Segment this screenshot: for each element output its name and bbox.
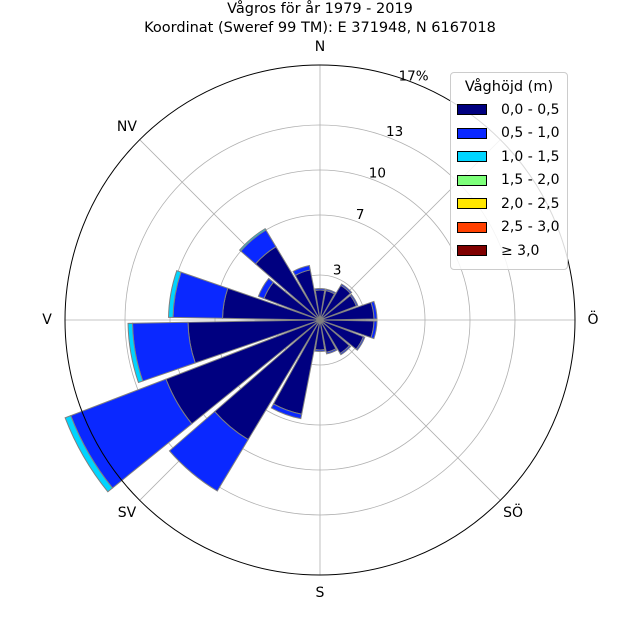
polar-frame xyxy=(64,64,576,576)
rose-bar-segment xyxy=(270,403,303,420)
rose-bar-segment xyxy=(355,336,366,351)
legend-label: ≥ 3,0 xyxy=(501,242,540,259)
direction-label: N xyxy=(315,39,325,55)
chart-subtitle: Koordinat (Sweref 99 TM): E 371948, N 61… xyxy=(144,20,496,36)
rose-bar-segment xyxy=(168,270,182,318)
rose-bar-segment xyxy=(325,348,338,355)
rose-bar-segment xyxy=(370,300,378,320)
rose-bar-segment xyxy=(325,288,336,295)
direction-label: S xyxy=(316,585,325,601)
rose-bar-segment xyxy=(70,378,193,489)
legend-title: Våghöjd (m) xyxy=(464,79,554,95)
legend-item: 1,5 - 2,0 xyxy=(451,169,567,193)
legend-item: ≥ 3,0 xyxy=(451,239,567,263)
legend-item: 2,0 - 2,5 xyxy=(451,192,567,216)
legend-item: 0,0 - 0,5 xyxy=(451,98,567,122)
direction-label: SV xyxy=(118,505,137,521)
legend-label: 0,5 - 1,0 xyxy=(501,125,560,142)
legend-swatch xyxy=(457,104,487,116)
grid-spoke xyxy=(319,319,501,501)
legend-label: 0,0 - 0,5 xyxy=(501,101,560,118)
rose-bar-segment xyxy=(292,264,311,277)
legend: Våghöjd (m) 0,0 - 0,5 0,5 - 1,0 1,0 - 1,5 1… xyxy=(450,72,568,270)
rose-bar-segment xyxy=(172,271,229,319)
direction-label: V xyxy=(42,312,52,328)
rose-bar-segment xyxy=(238,228,267,252)
radial-tick-label: 13 xyxy=(386,124,403,140)
rose-bar-segment xyxy=(349,293,359,307)
rose-bar-segment xyxy=(257,277,275,300)
radial-tick-label: 17% xyxy=(399,68,429,84)
legend-items: 0,0 - 0,5 0,5 - 1,0 1,0 - 1,5 1,5 - 2,0 2,0 … xyxy=(451,98,567,263)
legend-item: 2,5 - 3,0 xyxy=(451,216,567,240)
radial-tick-label: 7 xyxy=(356,207,365,223)
rose-bar-segment xyxy=(64,415,114,493)
rose-bar-segment xyxy=(370,320,378,340)
rose-bar-segment xyxy=(168,410,249,492)
legend-swatch xyxy=(457,221,487,233)
direction-label: SÖ xyxy=(503,503,523,521)
rose-bar-segment xyxy=(339,344,352,356)
legend-item: 0,5 - 1,0 xyxy=(451,122,567,146)
legend-swatch xyxy=(457,198,487,210)
legend-label: 1,0 - 1,5 xyxy=(501,148,560,165)
rose-bar-segment xyxy=(127,322,144,384)
direction-label: NV xyxy=(117,119,137,135)
direction-label: Ö xyxy=(587,310,598,328)
wave-rose-bars xyxy=(64,228,378,493)
radial-tick-label: 10 xyxy=(369,165,386,181)
direction-labels: N NV V SV S SÖ Ö xyxy=(42,39,598,601)
chart-title: Vågros för år 1979 - 2019 xyxy=(227,1,413,17)
radial-labels: 3 7 10 13 17% xyxy=(333,68,429,278)
rose-bar-segment xyxy=(314,349,326,352)
legend-swatch xyxy=(457,127,487,139)
legend-swatch xyxy=(457,245,487,257)
legend-label: 1,5 - 2,0 xyxy=(501,172,560,189)
legend-swatch xyxy=(457,174,487,186)
legend-swatch xyxy=(457,151,487,163)
polar-outline xyxy=(64,64,576,576)
rose-bar-segment xyxy=(340,283,353,295)
rose-bar-segment xyxy=(314,288,326,291)
legend-label: 2,5 - 3,0 xyxy=(501,219,560,236)
radial-tick-label: 3 xyxy=(333,262,342,278)
legend-item: 1,0 - 1,5 xyxy=(451,145,567,169)
legend-label: 2,0 - 2,5 xyxy=(501,195,560,212)
